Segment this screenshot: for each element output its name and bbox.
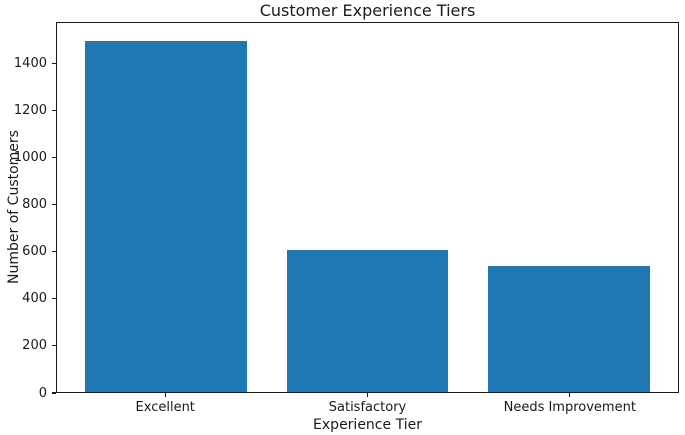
y-tick-mark xyxy=(52,298,56,300)
y-tick-label: 800 xyxy=(22,197,47,213)
y-tick-label: 1000 xyxy=(13,149,47,165)
y-tick-label: 600 xyxy=(22,244,47,260)
chart-title: Customer Experience Tiers xyxy=(259,1,476,20)
bar-excellent xyxy=(85,40,247,392)
x-tick-label: Excellent xyxy=(135,400,195,415)
y-tick-mark xyxy=(52,156,56,159)
x-tick-mark xyxy=(569,393,571,397)
y-tick-mark xyxy=(52,345,56,347)
y-tick-label: 0 xyxy=(38,385,47,401)
x-tick-label: Needs Improvement xyxy=(503,400,636,415)
y-tick-label: 200 xyxy=(22,338,47,354)
x-tick-mark xyxy=(366,393,369,397)
y-tick-label: 1400 xyxy=(13,55,47,71)
y-tick-label: 1200 xyxy=(13,102,47,118)
y-tick-mark xyxy=(52,62,56,64)
x-tick-mark xyxy=(164,393,166,397)
bar-needs-improvement xyxy=(488,265,650,392)
x-axis-label: Experience Tier xyxy=(313,417,422,433)
bar-satisfactory xyxy=(286,250,449,392)
y-tick-mark xyxy=(52,251,56,253)
y-tick-mark xyxy=(52,109,56,111)
y-tick-mark xyxy=(52,392,56,394)
plot-area xyxy=(56,22,679,393)
y-tick-mark xyxy=(52,203,56,206)
y-axis: 0 200 400 600 800 1000 1200 1400 xyxy=(0,22,56,400)
y-tick-label: 400 xyxy=(22,291,47,307)
x-tick-label: Satisfactory xyxy=(328,400,407,415)
x-axis: Excellent Satisfactory Needs Improvement xyxy=(56,393,679,419)
